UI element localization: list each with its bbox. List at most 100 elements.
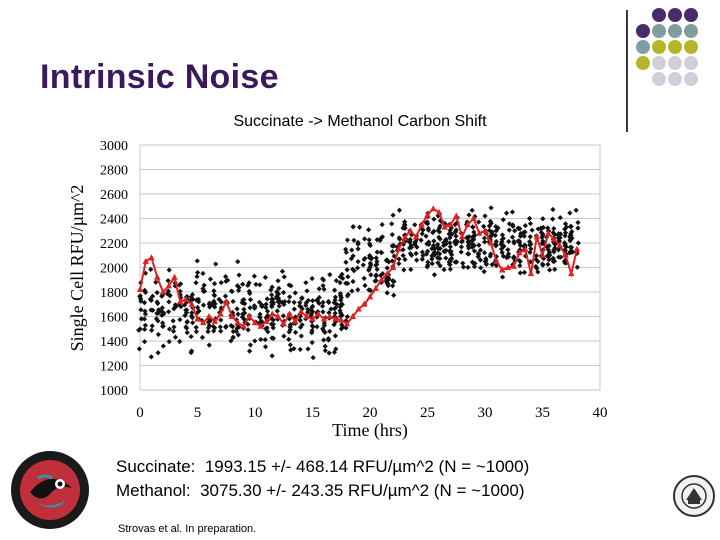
data-point [332,310,338,316]
data-point [218,305,224,311]
data-point [189,310,195,316]
data-point [575,240,581,246]
data-point [518,232,524,238]
data-point [505,254,512,260]
data-point [567,237,573,243]
data-point [539,261,546,267]
data-point [142,287,148,293]
data-point [406,239,413,245]
data-point [498,246,505,252]
data-point [454,259,460,265]
data-point [343,325,349,331]
mean-marker [309,315,316,322]
data-point [265,329,271,335]
mean-marker [384,270,391,277]
data-point [562,226,568,232]
data-point [337,304,343,310]
data-point [270,325,276,331]
data-point [148,354,154,360]
data-point [443,255,449,261]
mean-marker [556,241,563,248]
y-tick-label: 1800 [100,286,128,301]
data-point [558,231,564,237]
data-point [235,287,242,294]
data-point [167,292,173,298]
data-point [361,275,367,281]
data-point [516,257,523,264]
data-point [164,291,170,297]
data-point [351,237,357,243]
data-point [262,344,269,350]
data-point [486,227,493,234]
data-point [466,245,472,251]
data-point [321,286,327,292]
data-point [493,238,499,245]
data-point [184,319,190,325]
data-point [291,306,297,312]
data-point [534,265,540,271]
data-point [435,241,441,247]
data-point [493,242,499,248]
data-point [505,247,511,253]
mean-marker [401,234,408,241]
data-point [345,274,351,280]
data-point [184,330,190,336]
data-point [557,235,563,241]
data-point [478,265,484,271]
data-point [527,249,533,255]
data-point [141,316,148,322]
mean-marker [355,305,362,312]
mean-marker [349,313,356,319]
mean-marker [361,300,368,307]
data-point [235,311,241,317]
data-point [344,267,350,273]
data-point [210,323,216,330]
data-point [207,318,213,324]
data-point [201,288,208,294]
data-point [481,250,488,256]
data-point [517,242,524,249]
data-point [286,282,292,288]
data-point [374,249,380,255]
data-point [547,267,553,273]
data-point [297,346,303,353]
data-point [449,256,455,262]
data-point [314,297,320,303]
methanol-stat: Methanol: 3075.30 +/- 243.35 RFU/µm^2 (N… [116,481,525,500]
data-point [269,284,275,290]
data-point [408,244,415,250]
decor-dot [668,56,682,70]
data-point [251,273,257,279]
data-point [172,304,178,310]
data-point [423,233,429,239]
data-point [236,272,242,278]
data-point [189,291,196,298]
data-point [391,292,397,298]
decor-dot [684,40,698,54]
data-point [178,281,184,287]
data-point [178,303,184,310]
data-point [177,338,183,345]
data-point [337,292,344,299]
data-point [482,213,488,219]
data-point [481,235,488,241]
data-point [149,323,155,329]
decor-dot [668,40,682,54]
data-point [373,255,379,261]
mean-marker [171,273,178,280]
data-point [453,237,459,244]
data-point [280,289,287,296]
data-point [325,337,332,343]
data-point [437,263,443,269]
data-point [414,244,420,250]
data-point [287,342,293,348]
data-point [211,281,218,287]
decor-dot [684,56,698,70]
mean-marker [407,227,414,234]
mean-marker [395,245,402,252]
data-point [447,235,453,241]
data-point [429,261,435,267]
data-point [546,251,552,257]
mean-marker [320,315,328,322]
data-point [550,216,556,222]
